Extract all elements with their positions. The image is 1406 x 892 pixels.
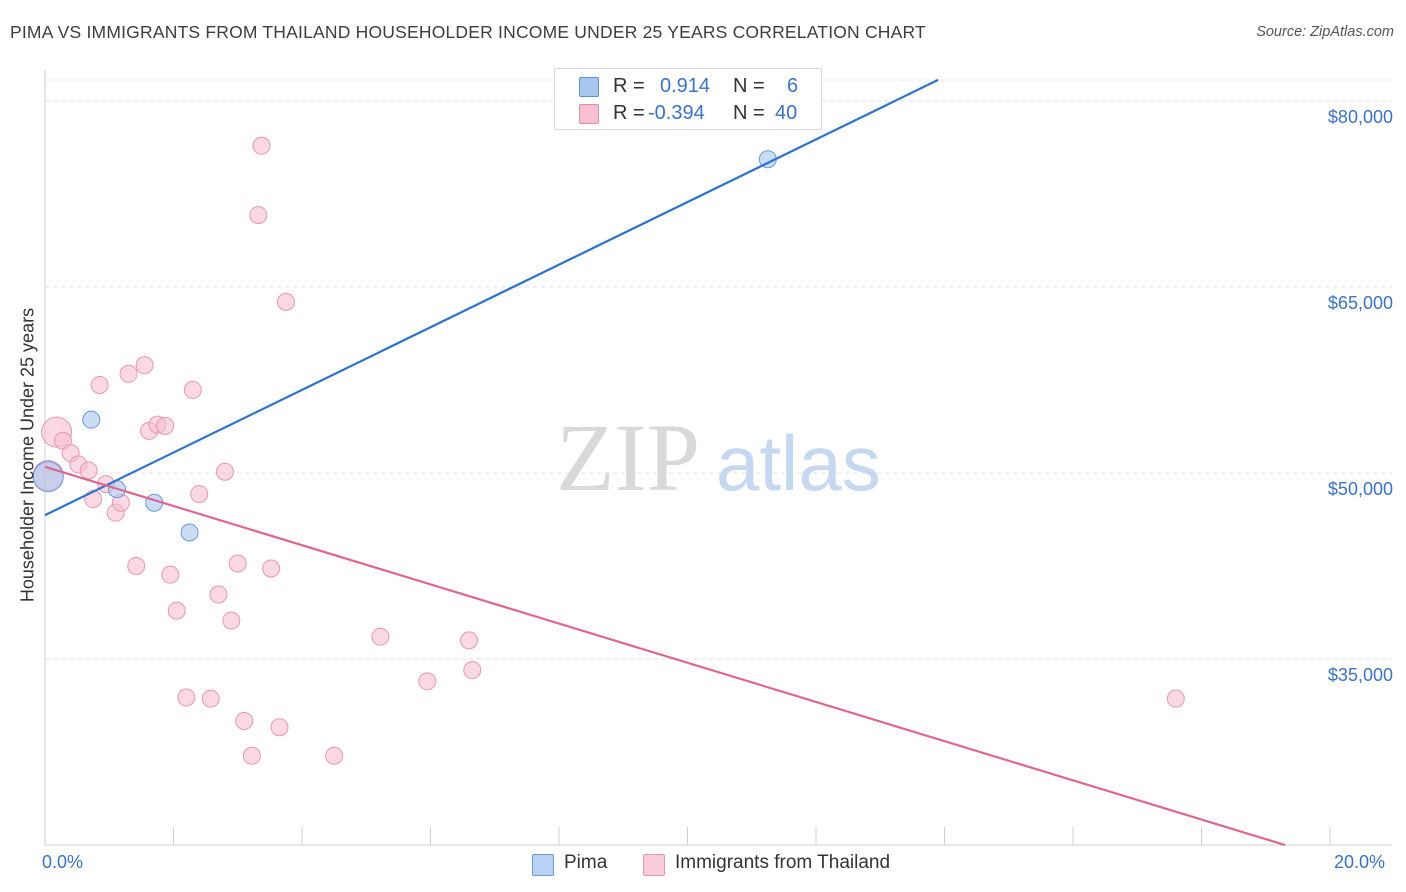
point-pima <box>82 410 101 429</box>
point-thailand <box>209 585 228 604</box>
watermark: ZIP atlas <box>556 404 881 511</box>
point-thailand <box>183 380 202 399</box>
legend-row-thailand: R = -0.394 N = 40 <box>555 100 821 128</box>
y-tick-label: $65,000 <box>1327 293 1393 313</box>
point-thailand <box>167 601 186 620</box>
legend-r-label: R = <box>613 75 645 97</box>
point-thailand <box>418 672 437 691</box>
point-thailand <box>270 718 289 737</box>
legend-swatch-thailand <box>643 854 665 876</box>
point-thailand <box>190 485 209 504</box>
point-thailand <box>325 746 344 765</box>
source-label: Source: ZipAtlas.com <box>1256 24 1394 40</box>
point-thailand <box>215 462 234 481</box>
legend-r-label: R = <box>613 102 645 124</box>
point-thailand <box>79 461 98 480</box>
legend-r-value: 0.914 <box>660 75 711 97</box>
legend-swatch-pima <box>532 854 554 876</box>
watermark-atlas: atlas <box>716 419 881 507</box>
y-tick-label: $35,000 <box>1327 665 1393 685</box>
legend-r-value: -0.394 <box>648 102 705 124</box>
legend-n-value: 6 <box>787 75 799 97</box>
point-thailand <box>84 490 103 509</box>
point-thailand <box>460 631 479 650</box>
point-thailand <box>90 375 109 394</box>
point-thailand <box>235 712 254 730</box>
stats-legend: R = 0.914 N = 6 R = -0.394 N = 40 <box>554 68 822 130</box>
gridlines <box>45 79 1392 660</box>
watermark-zip: ZIP <box>556 404 700 511</box>
chart-title: PIMA VS IMMIGRANTS FROM THAILAND HOUSEHO… <box>10 22 926 42</box>
trend-line-thailand <box>44 465 1286 847</box>
point-thailand <box>242 746 261 765</box>
y-tick-label: $80,000 <box>1327 107 1393 127</box>
point-thailand <box>135 356 154 375</box>
point-thailand <box>127 557 146 575</box>
point-thailand <box>463 661 482 680</box>
legend-n-label: N = <box>733 75 765 97</box>
legend-label-thailand: Immigrants from Thailand <box>675 852 891 873</box>
point-thailand <box>119 364 138 383</box>
point-thailand <box>222 611 241 630</box>
legend-label-pima: Pima <box>564 852 608 873</box>
legend-n-value: 40 <box>775 102 798 124</box>
trend-line-pima <box>44 78 939 517</box>
legend-swatch-thailand <box>579 104 599 124</box>
point-thailand <box>276 292 295 311</box>
y-tick-label: $50,000 <box>1327 479 1393 499</box>
point-pima <box>180 523 199 542</box>
y-axis-title: Householder Income Under 25 years <box>17 307 38 603</box>
legend-swatch-pima <box>579 77 599 97</box>
point-thailand <box>156 416 175 435</box>
point-thailand <box>161 565 180 584</box>
point-thailand <box>1166 689 1185 708</box>
point-thailand <box>249 206 268 225</box>
x-tick-label-max: 20.0% <box>1334 852 1386 872</box>
point-thailand <box>252 136 271 155</box>
point-thailand <box>262 559 281 578</box>
point-thailand <box>201 689 220 708</box>
point-thailand <box>371 627 390 646</box>
trend-lines <box>44 78 1286 847</box>
legend-row-pima: R = 0.914 N = 6 <box>555 73 821 101</box>
point-thailand <box>228 554 247 573</box>
axes <box>44 70 1392 846</box>
x-tick-label-min: 0.0% <box>42 852 84 872</box>
legend-n-label: N = <box>733 102 765 124</box>
point-thailand <box>177 688 196 707</box>
